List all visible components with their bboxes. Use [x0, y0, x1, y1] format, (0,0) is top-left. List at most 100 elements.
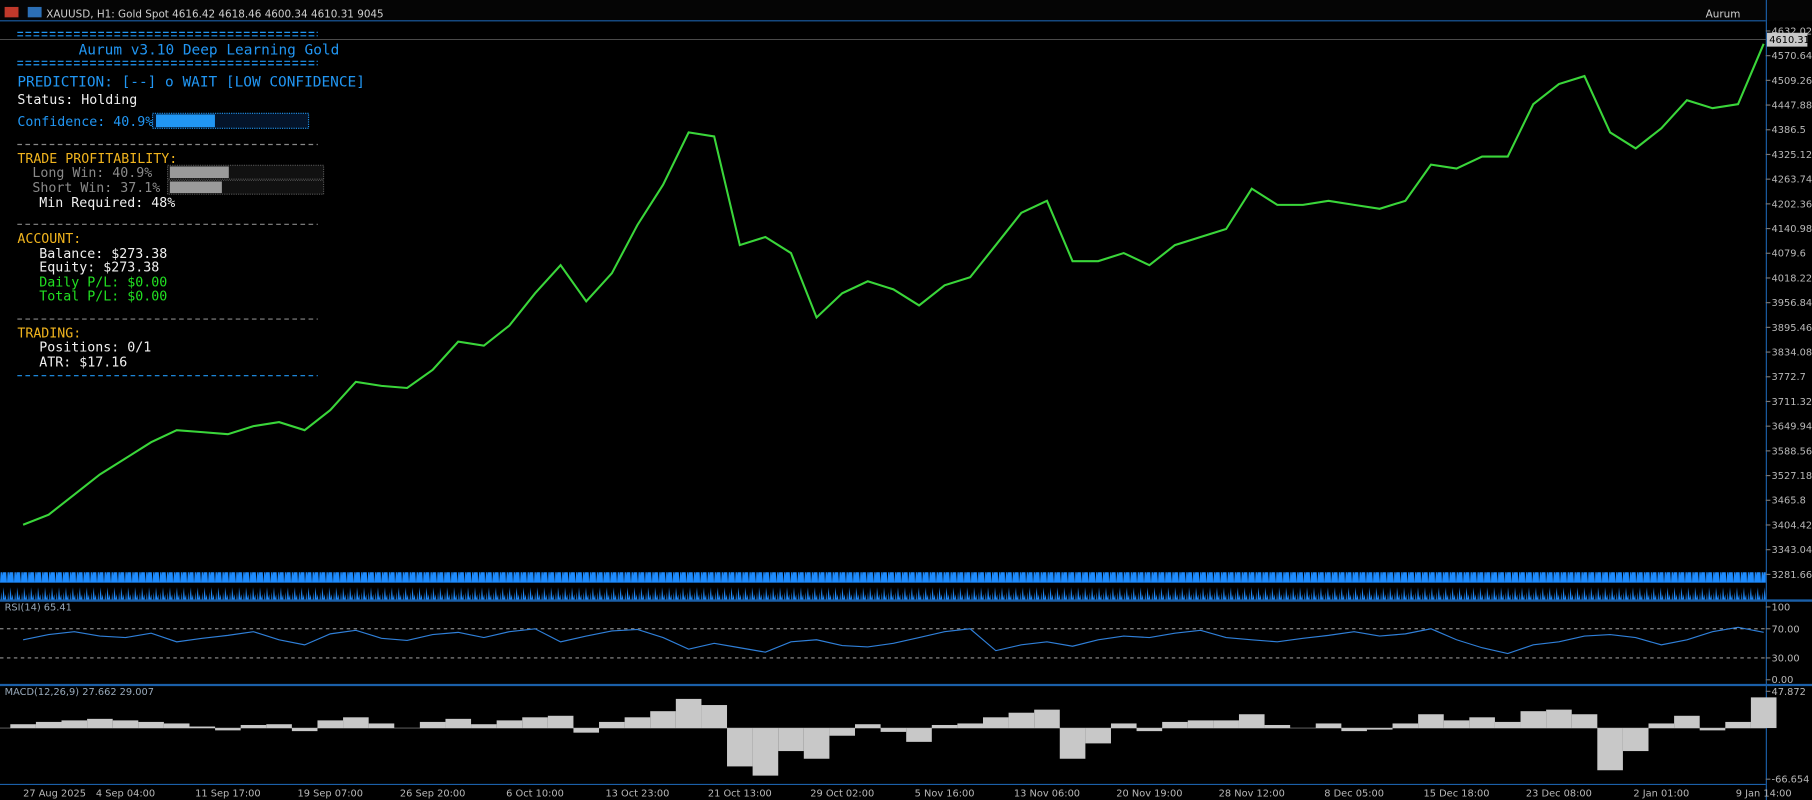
ea-name: Aurum: [1706, 8, 1741, 20]
y-tick-label: 4632.02: [1772, 26, 1812, 37]
macd-bar: [112, 720, 139, 729]
macd-bar: [727, 728, 753, 767]
macd-bar: [1494, 721, 1521, 729]
y-tick-label: 4570.64: [1772, 51, 1812, 62]
y-tick-label: 3834.08: [1772, 348, 1812, 359]
icon[interactable]: [4, 6, 19, 18]
macd-bar: [1750, 697, 1777, 729]
macd-bar: [1341, 728, 1367, 732]
x-tick-label: 4 Sep 04:00: [96, 789, 155, 800]
macd-bar: [778, 728, 804, 752]
macd-bar: [1213, 720, 1239, 729]
atr: ATR: $17.16: [39, 355, 127, 370]
y-tick-label: 70.00: [1772, 624, 1800, 635]
macd-bar: [35, 721, 62, 729]
macd-bar: [624, 717, 651, 729]
total-pl: Total P/L: $0.00: [39, 290, 167, 305]
section-heading: ACCOUNT:: [17, 232, 81, 247]
daily-pl: Daily P/L: $0.00: [39, 276, 167, 291]
macd-bar: [957, 723, 983, 729]
macd-bar: [368, 723, 395, 729]
macd-bar: [1110, 723, 1137, 729]
macd-bar: [675, 698, 702, 729]
y-tick-label: 4140.98: [1772, 224, 1812, 235]
section-heading: TRADING:: [17, 327, 81, 342]
x-tick-label: 29 Oct 02:00: [810, 789, 874, 800]
y-tick-label: 3588.56: [1772, 446, 1812, 457]
macd-bar: [855, 724, 881, 729]
macd-bar: [1187, 720, 1214, 729]
y-tick-label: 3527.18: [1772, 471, 1812, 482]
price-line: [22, 43, 1765, 526]
x-tick-label: 21 Oct 13:00: [708, 789, 772, 800]
x-tick-label: 27 Aug 2025: [23, 789, 86, 800]
macd-bar: [215, 728, 241, 731]
macd-bar: [189, 726, 216, 729]
macd-bar: [599, 721, 625, 729]
x-tick-label: 28 Nov 12:00: [1219, 789, 1285, 800]
macd-bar: [522, 717, 548, 729]
macd-bar: [1469, 717, 1495, 729]
last-price-box: [1766, 32, 1808, 47]
last-price-label: 4610.31: [1769, 35, 1810, 46]
equity: Equity: $273.38: [39, 261, 159, 276]
header-bar: [0, 0, 1812, 21]
x-tick-label: 26 Sep 20:00: [400, 789, 465, 800]
y-tick-label: 0.00: [1772, 675, 1794, 686]
y-tick-label: 3711.32: [1772, 397, 1812, 408]
macd-bar: [1418, 714, 1444, 729]
macd-bar: [445, 718, 472, 729]
macd-bar: [61, 720, 88, 729]
info-panel: Aurum v3.10 Deep Learning Gold PREDICTIO…: [17, 31, 365, 377]
y-tick-label: 3343.04: [1772, 545, 1812, 556]
macd-bar: [880, 728, 907, 732]
macd-bar: [317, 720, 344, 729]
macd-bar: [1520, 711, 1547, 729]
y-tick-label: 3956.84: [1772, 298, 1812, 309]
long-bar-fill: [169, 166, 229, 179]
short-bar-fill: [169, 181, 222, 194]
macd-bar: [1059, 728, 1086, 759]
macd-bar: [1443, 720, 1470, 729]
macd-bar: [1238, 714, 1265, 729]
pane-title: MACD(12,26,9) 27.662 29.007: [5, 687, 154, 698]
macd-bar: [547, 715, 574, 729]
macd-bar: [906, 728, 932, 742]
symbol-info: XAUUSD, H1: Gold Spot 4616.42 4618.46 46…: [46, 8, 383, 20]
macd-bar: [1648, 723, 1675, 729]
y-tick-label: 3281.66: [1772, 570, 1812, 581]
y-tick-label: 30.00: [1772, 653, 1800, 664]
macd-bar: [573, 728, 600, 733]
x-tick-label: 13 Oct 23:00: [605, 789, 669, 800]
section-heading: TRADE PROFITABILITY:: [17, 152, 177, 167]
macd-bar: [1085, 728, 1111, 744]
macd-bar: [1546, 709, 1572, 729]
macd-bar: [1699, 728, 1726, 731]
macd-bar: [1315, 723, 1342, 729]
macd-bar: [982, 717, 1009, 729]
macd-bar: [496, 720, 523, 729]
status: Status: Holding: [17, 93, 137, 108]
y-tick-label: 3404.42: [1772, 520, 1812, 531]
min-required: Min Required: 48%: [39, 196, 175, 211]
x-tick-label: 6 Oct 10:00: [506, 789, 564, 800]
pane-title: RSI(14) 65.41: [5, 602, 72, 613]
macd-bar: [829, 728, 856, 736]
y-tick-label: 3895.46: [1772, 323, 1812, 334]
macd-bar: [1571, 714, 1598, 729]
icon[interactable]: [27, 6, 42, 18]
y-tick-label: 3649.94: [1772, 422, 1812, 433]
macd-bar: [803, 728, 830, 759]
macd-bar: [266, 724, 292, 729]
x-tick-label: 13 Nov 06:00: [1014, 789, 1080, 800]
macd-bar: [291, 728, 318, 732]
x-tick-label: 20 Nov 19:00: [1116, 789, 1182, 800]
balance: Balance: $273.38: [39, 247, 167, 262]
positions: Positions: 0/1: [39, 340, 151, 355]
x-tick-label: 15 Dec 18:00: [1424, 789, 1490, 800]
long-win: Long Win: 40.9%: [32, 166, 152, 181]
prediction: PREDICTION: [--] o WAIT [LOW CONFIDENCE]: [17, 75, 365, 91]
y-tick-label: 4325.12: [1772, 150, 1812, 161]
confidence: Confidence: 40.9%: [17, 115, 153, 130]
